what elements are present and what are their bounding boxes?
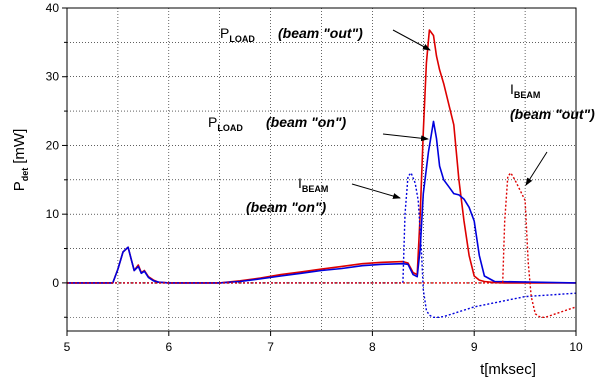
x-tick-label: 6 — [165, 340, 172, 354]
annotation-pload-out-text: (beam "out") — [278, 25, 363, 41]
x-axis-label: t[mksec] — [480, 361, 536, 378]
x-tick-label: 5 — [64, 340, 71, 354]
annotation-pload-out-sub: LOAD — [229, 34, 255, 44]
plot-frame — [66, 7, 577, 332]
annotation-pload-on-arrow — [382, 133, 429, 142]
y-axis-label: Pdet [mW] — [11, 129, 30, 192]
x-tick-label: 9 — [471, 340, 478, 354]
annotation-ibeam-out-sub: BEAM — [514, 90, 541, 100]
annotation-pload-out-arrow — [392, 29, 431, 51]
series-line-1 — [67, 120, 577, 284]
annotation-ibeam-on-arrow — [351, 183, 401, 199]
series-line-2 — [67, 172, 577, 318]
annotation-ibeam-out-main: I — [510, 81, 514, 97]
annotation-pload-on: PLOAD (beam "on") — [208, 114, 429, 142]
annotation-ibeam-on-text: (beam "on") — [246, 199, 327, 215]
x-tick-label: 8 — [369, 340, 376, 354]
annotation-pload-on-main: P — [208, 114, 217, 130]
series-line-3 — [67, 172, 577, 318]
x-tick-label: 7 — [267, 340, 274, 354]
annotation-pload-out: PLOAD (beam "out") — [220, 25, 431, 51]
axis-ticks: 5 6 7 8 9 10 0 10 20 30 40 — [46, 1, 583, 354]
x-tick-label: 10 — [569, 340, 583, 354]
annotation-ibeam-out-text: (beam "out") — [510, 106, 595, 122]
annotation-pload-on-text: (beam "on") — [266, 114, 347, 130]
annotation-pload-on-sub: LOAD — [217, 123, 243, 133]
annotation-ibeam-on-sub: BEAM — [302, 184, 329, 194]
y-tick-label: 30 — [46, 70, 60, 84]
series-layer — [67, 29, 577, 318]
y-axis-label-sub: det — [20, 168, 30, 182]
svg-text:PLOAD: PLOAD — [220, 25, 255, 44]
annotation-ibeam-on: IBEAM (beam "on") — [246, 175, 401, 215]
annotation-ibeam-out-arrow — [525, 151, 548, 186]
series-line-0 — [67, 29, 576, 284]
y-axis-label-unit: [mW] — [11, 129, 28, 164]
annotation-ibeam-on-main: I — [298, 175, 302, 191]
y-tick-label: 10 — [46, 207, 60, 221]
svg-text:Pdet[mW]: Pdet [mW] — [11, 129, 30, 192]
y-axis-label-main: P — [11, 181, 28, 191]
svg-text:PLOAD: PLOAD — [208, 114, 243, 133]
annotation-ibeam-out: IBEAM (beam "out") — [510, 81, 595, 186]
y-tick-label: 20 — [46, 138, 60, 152]
y-tick-label: 0 — [52, 276, 59, 290]
annotation-pload-out-main: P — [220, 25, 229, 41]
svg-text:IBEAM: IBEAM — [510, 81, 540, 100]
svg-text:IBEAM: IBEAM — [298, 175, 328, 194]
y-tick-label: 40 — [46, 1, 60, 15]
